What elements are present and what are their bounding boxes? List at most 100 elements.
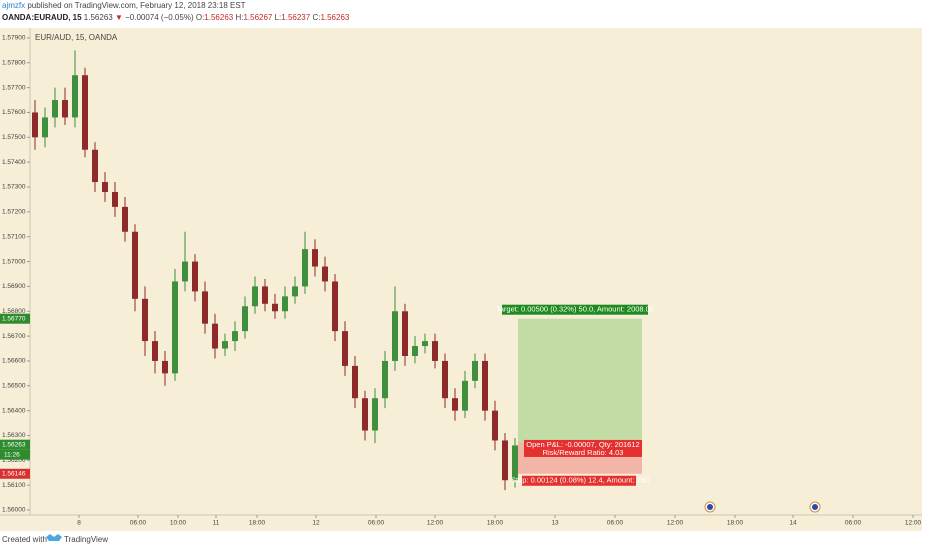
candle-body [432,341,438,361]
candle-body [52,100,58,118]
candle-body [302,249,308,287]
x-tick-label: 18:00 [249,520,266,527]
candle-body [122,206,128,232]
candle-body [232,331,238,342]
candle-body [272,303,278,312]
candle-body [492,410,498,441]
footer-brand[interactable]: TradingView [64,535,108,544]
o-label: O: [196,13,204,22]
open-label: Open P&L: -0.00007, Qty: 201612 [526,440,639,449]
candle-body [412,346,418,356]
x-tick-label: 13 [551,520,559,527]
x-tick-label: 06:00 [607,520,624,527]
candle-body [152,341,158,361]
candle-body [242,306,248,332]
arrow: ▼ [115,13,123,22]
open-label-bg [524,439,642,457]
y-tick-label: 1.56200 [2,457,26,464]
y-tick-label: 1.56400 [2,407,26,414]
y-tick-label: 1.57800 [2,60,26,67]
event-flag [812,504,818,510]
y-tick-label: 1.57200 [2,209,26,216]
chart-title: EUR/AUD, 15, OANDA [35,33,118,42]
x-tick-label: 12:00 [667,520,684,527]
y-tick-label: 1.57500 [2,134,26,141]
candle-body [292,286,298,297]
y-tick-label: 1.56500 [2,383,26,390]
price-label: 1.56263 [2,441,26,448]
h-label: H: [235,13,243,22]
candle-body [222,341,228,349]
candle-body [442,360,448,399]
candle-body [502,440,508,481]
brand-logo [46,534,62,541]
y-tick-label: 1.57000 [2,258,26,265]
target-label-bg [502,304,648,315]
author[interactable]: ajmzfx [2,1,25,10]
price-label-bg [0,468,30,479]
footer-created: Created with [2,535,47,544]
candle-body [212,323,218,349]
target-label: Target: 0.00500 (0.32%) 50.0, Amount: 20… [496,305,654,314]
last: 1.56263 [84,13,113,22]
candle-body [362,398,368,431]
x-tick-label: 06:00 [368,520,385,527]
stop-label: Stop: 0.00124 (0.08%) 12.4, Amount: 750 [511,476,649,485]
y-tick-label: 1.56700 [2,333,26,340]
candle-body [72,75,78,118]
candle-body [332,281,338,332]
price-label: 1.56146 [2,470,26,477]
x-tick-label: 12:00 [427,520,444,527]
l: 1.56237 [281,13,310,22]
candle-body [262,286,268,304]
candle-body [452,398,458,411]
price-label-bg [0,439,30,450]
published: published on TradingView.com, February 1… [27,1,245,10]
candle-body [382,360,388,399]
candle-body [42,117,48,138]
candle-body [402,311,408,356]
candle-body [182,261,188,282]
candle-body [322,266,328,282]
candle-body [352,365,358,399]
candle-body [372,398,378,431]
y-tick-label: 1.56300 [2,432,26,439]
candle-body [102,182,108,192]
panel [0,28,922,531]
x-tick-label: 11 [213,520,220,527]
y-tick-label: 1.57400 [2,159,26,166]
c-label: C: [312,13,320,22]
x-tick-label: 12:00 [905,520,922,527]
change: −0.00074 (−0.05%) [125,13,194,22]
y-tick-label: 1.56800 [2,308,26,315]
symbol: OANDA:EURAUD, 15 [2,13,82,22]
y-tick-label: 1.57700 [2,84,26,91]
h: 1.56267 [243,13,272,22]
l-label: L: [275,13,282,22]
header-line-2: OANDA:EURAUD, 15 1.56263 ▼ −0.00074 (−0.… [2,13,350,22]
x-tick-label: 8 [77,520,81,527]
stop-label-bg [522,475,636,486]
x-tick-label: 18:00 [487,520,504,527]
candle-body [422,341,428,347]
candle-body [112,191,118,207]
price-label-bg [0,313,30,324]
candle-body [342,331,348,366]
x-tick-label: 18:00 [727,520,744,527]
x-tick-label: 10:00 [170,520,187,527]
x-tick-label: 06:00 [130,520,147,527]
candle-body [32,112,38,138]
candle-body [162,360,168,374]
header-line-1: ajmzfx published on TradingView.com, Feb… [2,1,246,10]
x-tick-label: 12 [312,520,320,527]
candle-body [252,286,258,307]
y-tick-label: 1.57100 [2,233,26,240]
candle-body [462,380,468,411]
y-tick-label: 1.56900 [2,283,26,290]
candle-body [482,360,488,411]
ratio-label: Risk/Reward Ratio: 4.03 [543,448,624,457]
y-tick-label: 1.57900 [2,35,26,42]
candle-body [82,75,88,150]
